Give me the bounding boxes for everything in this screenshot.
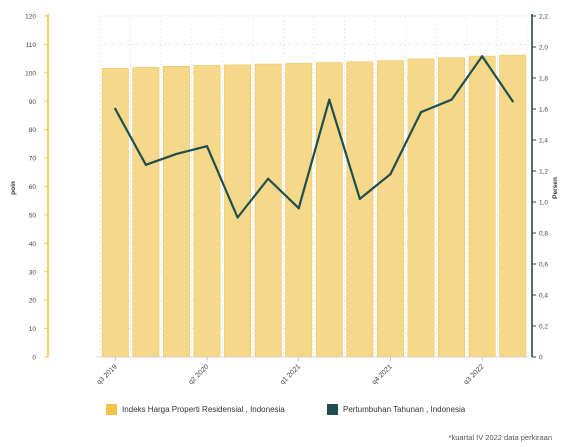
bar <box>224 64 252 358</box>
legend-label-bar: Indeks Harga Properti Residensial , Indo… <box>122 405 285 414</box>
bar <box>499 54 527 358</box>
y-left-tick-label: 40 <box>29 241 37 248</box>
y-left-tick-label: 70 <box>29 156 37 163</box>
combo-chart: 0 10 20 30 40 50 60 70 80 90 100 110 120 0 0,2 0,4 0,6 0,… <box>10 14 559 387</box>
bar <box>162 65 190 358</box>
legend-swatch-bar <box>106 404 117 415</box>
y-right-tick-label: 0 <box>539 355 543 362</box>
line-point <box>328 98 331 101</box>
line-point <box>358 197 361 200</box>
y-left-tick-label: 10 <box>29 326 37 333</box>
y-right-tick-label: 1,2 <box>539 169 548 176</box>
bar <box>376 60 404 358</box>
y-right-tick-label: 0,2 <box>539 324 548 331</box>
y-left-tick-label: 80 <box>29 127 37 134</box>
y-left-axis-title: poin <box>10 181 17 195</box>
line-point <box>511 100 514 103</box>
x-tick-label: q2 2020 <box>188 363 211 386</box>
line-point <box>236 216 239 219</box>
y-right-tick-label: 1,8 <box>539 76 548 83</box>
y-right-axis-title: Persen <box>552 177 559 199</box>
bar <box>438 57 466 358</box>
y-left-tick-label: 90 <box>29 99 37 106</box>
bar <box>346 61 374 358</box>
y-right-tick-label: 1,0 <box>539 200 548 207</box>
y-right-tick-label: 2,0 <box>539 45 548 52</box>
line-point <box>297 207 300 210</box>
line-point <box>389 173 392 176</box>
axes <box>44 14 536 361</box>
line-point <box>205 145 209 148</box>
line-point <box>175 152 178 156</box>
legend-item-bar[interactable]: Indeks Harga Properti Residensial , Indo… <box>106 404 285 415</box>
line-point <box>419 111 423 114</box>
bar <box>315 62 343 358</box>
line-point <box>114 107 117 111</box>
y-right-tick-label: 1,4 <box>539 138 548 145</box>
y-left-tick-label: 0 <box>32 355 36 362</box>
y-right-tick-label: 1,6 <box>539 107 548 114</box>
line-series <box>114 55 514 219</box>
legend: Indeks Harga Properti Residensial , Indo… <box>0 404 564 420</box>
line-point <box>481 55 484 58</box>
x-tick-label: q3 2019 <box>96 363 119 386</box>
y-left-tick-label: 20 <box>29 298 37 305</box>
line-point <box>267 177 270 180</box>
footnote: *kuartal IV 2022 data perkiraan <box>448 433 552 442</box>
line-point <box>144 163 147 166</box>
line-point <box>450 98 453 101</box>
bar <box>285 63 313 358</box>
bar <box>132 67 160 358</box>
legend-item-line[interactable]: Pertumbuhan Tahunan , Indonesia <box>327 404 465 415</box>
bar <box>101 67 129 358</box>
bar <box>407 58 435 358</box>
y-right-tick-label: 0,8 <box>539 231 548 238</box>
bar <box>193 65 221 358</box>
line-path <box>114 55 514 219</box>
y-left-tick-label: 50 <box>29 212 37 219</box>
y-left-tick-label: 100 <box>25 70 36 77</box>
x-tick-label: q4 2021 <box>371 363 394 386</box>
y-right-tick-label: 0,6 <box>539 262 548 269</box>
x-tick-label: q1 2021 <box>279 363 302 386</box>
legend-swatch-line <box>327 404 338 415</box>
y-left-tick-label: 60 <box>29 184 37 191</box>
y-right-tick-label: 2,2 <box>539 14 548 21</box>
y-left-tick-label: 120 <box>25 14 36 21</box>
y-right-tick-label: 0,4 <box>539 293 548 300</box>
legend-label-line: Pertumbuhan Tahunan , Indonesia <box>343 405 466 414</box>
y-left-tick-label: 30 <box>29 269 37 276</box>
y-left-tick-label: 110 <box>26 42 37 49</box>
bar <box>254 63 282 358</box>
x-tick-label: q3 2022 <box>463 363 486 386</box>
bar <box>468 55 496 358</box>
